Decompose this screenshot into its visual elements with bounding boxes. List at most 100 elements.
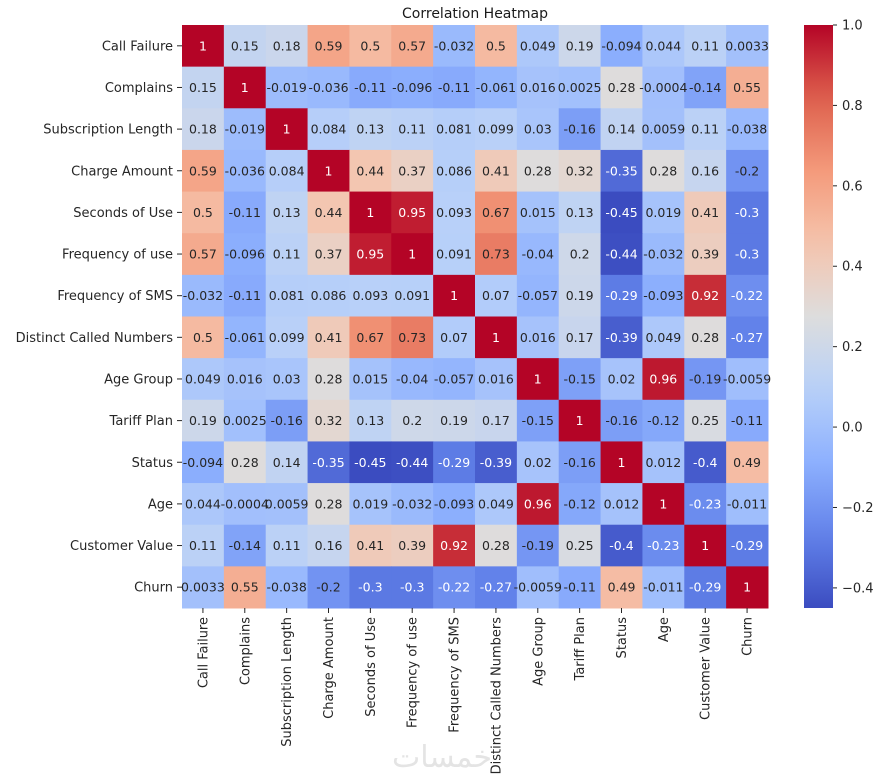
heatmap-cell bbox=[516, 274, 560, 317]
watermark: خمسات bbox=[392, 740, 493, 775]
x-tick-label: Subscription Length bbox=[280, 617, 295, 747]
cell-annotation: 0.0025 bbox=[223, 413, 267, 428]
heatmap-cell bbox=[642, 233, 685, 276]
cell-annotation: 0.19 bbox=[440, 413, 468, 428]
cell-annotation: 1 bbox=[408, 247, 416, 262]
cell-annotation: 0.0033 bbox=[725, 38, 769, 53]
cell-annotation: -0.11 bbox=[438, 80, 470, 95]
cell-annotation: 0.03 bbox=[273, 371, 301, 386]
cell-annotation: 0.28 bbox=[524, 163, 552, 178]
cell-annotation: 0.016 bbox=[227, 371, 263, 386]
cell-annotation: 1 bbox=[534, 371, 542, 386]
heatmap-cell bbox=[265, 149, 309, 193]
heatmap-cell bbox=[349, 108, 392, 151]
heatmap-cell bbox=[558, 274, 602, 317]
heatmap-cell bbox=[433, 274, 476, 317]
cell-annotation: -0.093 bbox=[434, 496, 474, 511]
cell-annotation: -0.12 bbox=[563, 496, 595, 511]
x-tick-label: Call Failure bbox=[196, 617, 211, 688]
x-tick-label: Age Group bbox=[531, 617, 546, 686]
heatmap-cell bbox=[558, 191, 602, 234]
heatmap-cell bbox=[391, 483, 434, 526]
cell-annotation: 0.07 bbox=[440, 330, 468, 345]
heatmap-cell bbox=[475, 524, 518, 567]
colorbar-tick-label: 0.0 bbox=[842, 421, 863, 436]
cell-annotation: 0.016 bbox=[478, 371, 514, 386]
cell-annotation: 0.093 bbox=[436, 205, 472, 220]
heatmap-cell bbox=[516, 483, 560, 526]
cell-annotation: -0.14 bbox=[229, 538, 261, 553]
heatmap-cell bbox=[600, 483, 643, 526]
heatmap-cell bbox=[726, 149, 769, 193]
heatmap-cell bbox=[349, 274, 392, 317]
heatmap-cell bbox=[349, 524, 392, 567]
heatmap-cell bbox=[516, 191, 560, 234]
heatmap-cell bbox=[182, 566, 225, 609]
cell-annotation: -0.16 bbox=[270, 413, 302, 428]
heatmap-cell bbox=[475, 483, 518, 526]
cell-annotation: 0.11 bbox=[691, 122, 719, 137]
cell-annotation: 0.37 bbox=[398, 163, 426, 178]
heatmap-cell bbox=[600, 566, 643, 609]
cell-annotation: -0.23 bbox=[689, 496, 721, 511]
cell-annotation: 1 bbox=[743, 580, 751, 595]
cell-annotation: 0.28 bbox=[315, 496, 343, 511]
cell-annotation: -0.094 bbox=[183, 455, 223, 470]
heatmap-cell bbox=[516, 566, 560, 609]
heatmap-cell bbox=[391, 66, 434, 109]
cell-annotation: 0.5 bbox=[360, 38, 380, 53]
heatmap-cell bbox=[642, 66, 685, 109]
cell-annotation: -0.44 bbox=[396, 455, 428, 470]
cell-annotation: -0.11 bbox=[354, 80, 386, 95]
heatmap-cell bbox=[684, 108, 727, 151]
cell-annotation: 0.015 bbox=[352, 371, 388, 386]
heatmap-cell bbox=[433, 233, 476, 276]
cell-annotation: -0.39 bbox=[480, 455, 512, 470]
cell-annotation: -0.011 bbox=[643, 580, 683, 595]
cell-annotation: -0.0059 bbox=[514, 580, 562, 595]
heatmap-cell bbox=[307, 25, 350, 68]
cell-annotation: 0.17 bbox=[482, 413, 510, 428]
heatmap-cell bbox=[600, 399, 643, 442]
cell-annotation: 0.13 bbox=[356, 122, 384, 137]
cell-annotation: 0.19 bbox=[566, 288, 594, 303]
cell-annotation: 0.96 bbox=[649, 371, 677, 386]
heatmap-cell bbox=[223, 358, 267, 401]
heatmap-cell bbox=[307, 316, 350, 359]
heatmap-cell bbox=[391, 149, 434, 193]
heatmap-cell bbox=[726, 358, 769, 401]
heatmap-cell bbox=[726, 316, 769, 359]
cell-annotation: 0.016 bbox=[520, 330, 556, 345]
heatmap-cell bbox=[726, 441, 769, 484]
heatmap-cell bbox=[600, 108, 643, 151]
cell-annotation: -0.3 bbox=[735, 247, 759, 262]
cell-annotation: 0.41 bbox=[691, 205, 719, 220]
heatmap-cell bbox=[265, 25, 309, 68]
cell-annotation: -0.4 bbox=[693, 455, 717, 470]
cell-annotation: -0.032 bbox=[392, 496, 432, 511]
cell-annotation: 0.49 bbox=[608, 580, 636, 595]
heatmap-cell bbox=[307, 233, 350, 276]
heatmap-cell bbox=[182, 66, 225, 109]
heatmap-cell bbox=[349, 233, 392, 276]
heatmap-cell bbox=[600, 149, 643, 193]
heatmap-cell bbox=[391, 316, 434, 359]
cell-annotation: 0.16 bbox=[691, 163, 719, 178]
heatmap-cell bbox=[223, 149, 267, 193]
heatmap-cell bbox=[265, 108, 309, 151]
cell-annotation: 0.17 bbox=[566, 330, 594, 345]
heatmap-cell bbox=[223, 108, 267, 151]
cell-annotation: 0.0033 bbox=[181, 580, 225, 595]
heatmap-cell bbox=[684, 524, 727, 567]
cell-annotation: 1 bbox=[283, 122, 291, 137]
cell-annotation: -0.27 bbox=[480, 580, 512, 595]
heatmap-cell bbox=[475, 25, 518, 68]
heatmap-cell bbox=[391, 108, 434, 151]
heatmap-cell bbox=[265, 399, 309, 442]
cell-annotation: 0.92 bbox=[691, 288, 719, 303]
cell-annotation: -0.036 bbox=[225, 163, 265, 178]
heatmap-cell bbox=[433, 66, 476, 109]
cell-annotation: 0.95 bbox=[356, 247, 384, 262]
cell-annotation: -0.019 bbox=[266, 80, 306, 95]
